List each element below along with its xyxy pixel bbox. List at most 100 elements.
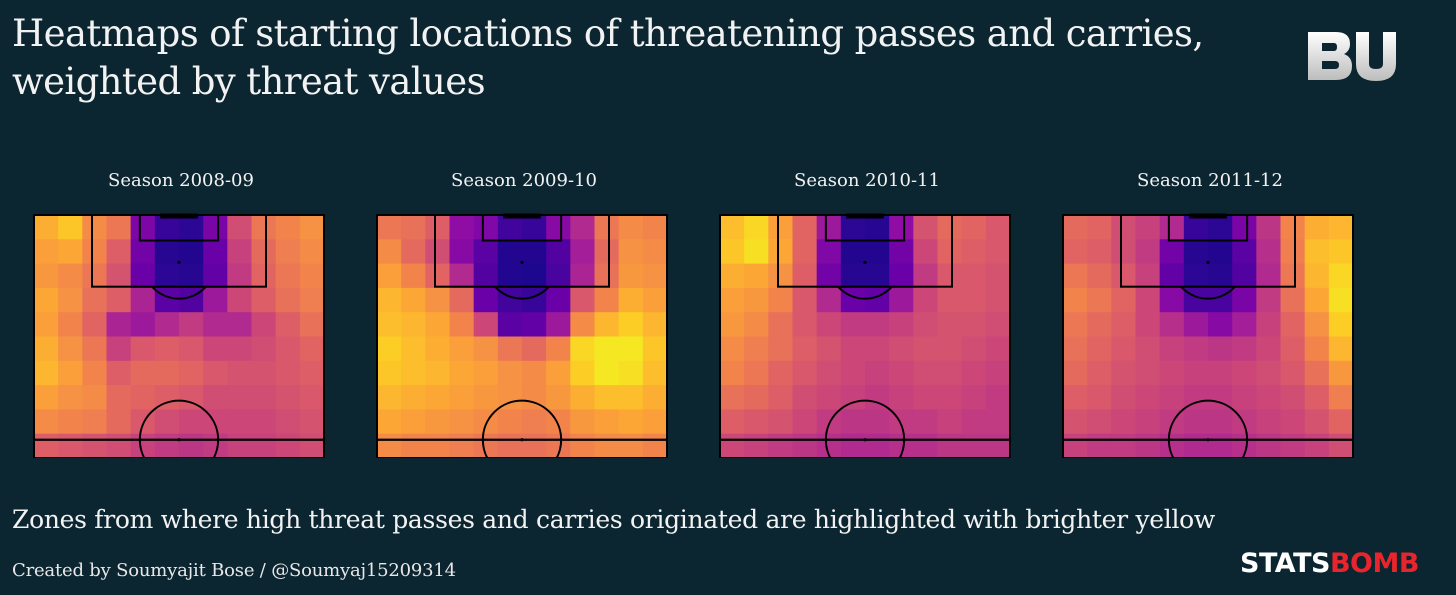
heatmap-cell-3-r6-c6 xyxy=(865,360,890,386)
heatmap-cell-4-r8-c8 xyxy=(1256,409,1282,435)
heatmap-cell-3-r3-c0 xyxy=(720,287,745,313)
heatmap-cell-4-r0-c8 xyxy=(1256,215,1282,240)
heatmap-cell-4-r7-c11 xyxy=(1328,385,1354,410)
heatmap-cell-3-r8-c10 xyxy=(961,409,987,435)
heatmap-cell-1-r4-c10 xyxy=(275,312,301,338)
heatmap-cell-4-r5-c10 xyxy=(1304,336,1330,362)
penalty-arc xyxy=(837,286,893,300)
heatmap-cell-2-r8-c5 xyxy=(497,409,523,435)
heatmap-cell-4-r0-c10 xyxy=(1304,215,1330,240)
heatmap-cell-2-r5-c2 xyxy=(425,336,451,362)
heatmap-cell-3-r2-c3 xyxy=(792,263,818,289)
heatmap-cell-1-r0-c4 xyxy=(130,215,156,240)
heatmap-cell-4-r6-c5 xyxy=(1183,360,1209,386)
heatmap-cell-1-r1-c8 xyxy=(227,239,253,265)
heatmap-cell-3-r1-c10 xyxy=(961,239,987,265)
heatmap-cell-4-r5-c11 xyxy=(1328,336,1354,362)
heatmap-cell-3-r9-c6 xyxy=(865,433,890,458)
heatmap-cell-2-r2-c8 xyxy=(570,263,596,289)
heatmap-cell-4-r1-c2 xyxy=(1111,239,1137,265)
heatmap-cell-2-r8-c8 xyxy=(570,409,596,435)
heatmap-cell-1-r4-c5 xyxy=(154,312,180,338)
heatmap-cell-3-r6-c5 xyxy=(840,360,866,386)
heatmap-cell-1-r8-c4 xyxy=(130,409,156,435)
heatmap-cell-3-r4-c2 xyxy=(768,312,794,338)
heatmap-cell-3-r5-c2 xyxy=(768,336,794,362)
heatmap-cell-2-r8-c11 xyxy=(642,409,668,435)
heatmap-cell-2-r9-c9 xyxy=(594,433,620,458)
heatmap-cell-3-r2-c9 xyxy=(937,263,963,289)
heatmap-cell-2-r6-c2 xyxy=(425,360,451,386)
heatmap-cell-2-r7-c11 xyxy=(642,385,668,410)
heatmap-cell-4-r6-c9 xyxy=(1280,360,1306,386)
heatmap-cell-4-r0-c2 xyxy=(1111,215,1137,240)
heatmap-cell-4-r8-c2 xyxy=(1111,409,1137,435)
heatmap-cell-3-r4-c9 xyxy=(937,312,963,338)
heatmap-cell-2-r6-c5 xyxy=(497,360,523,386)
heatmap-cell-3-r1-c11 xyxy=(985,239,1011,265)
heatmap-cell-1-r8-c6 xyxy=(179,409,204,435)
heatmap-cell-4-r6-c4 xyxy=(1159,360,1185,386)
heatmap-cell-2-r5-c5 xyxy=(497,336,523,362)
heatmap-cell-2-r9-c0 xyxy=(377,433,402,458)
credit-text: Created by Soumyajit Bose / @Soumyaj1520… xyxy=(12,560,456,581)
heatmap-cell-2-r2-c9 xyxy=(594,263,620,289)
heatmap-cell-4-r0-c1 xyxy=(1087,215,1112,240)
heatmap-cell-3-r7-c7 xyxy=(889,385,914,410)
heatmap-cell-4-r9-c1 xyxy=(1087,433,1112,458)
heatmap-cell-3-r0-c8 xyxy=(913,215,939,240)
heatmap-cell-1-r9-c11 xyxy=(299,433,325,458)
heatmap-cell-3-r8-c3 xyxy=(792,409,818,435)
heatmap-cell-2-r6-c10 xyxy=(618,360,644,386)
heatmap-cell-3-r0-c6 xyxy=(865,215,890,240)
heatmap-cell-3-r4-c0 xyxy=(720,312,745,338)
heatmap-cell-2-r1-c9 xyxy=(594,239,620,265)
heatmap-cell-3-r4-c3 xyxy=(792,312,818,338)
heatmap-cell-2-r4-c8 xyxy=(570,312,596,338)
heatmap-cell-4-r1-c4 xyxy=(1159,239,1185,265)
heatmap-cell-2-r4-c10 xyxy=(618,312,644,338)
heatmap-cell-1-r7-c3 xyxy=(106,385,132,410)
panel-title-4: Season 2011-12 xyxy=(1137,170,1283,191)
heatmap-cell-3-r5-c9 xyxy=(937,336,963,362)
heatmap-cell-3-r2-c5 xyxy=(840,263,866,289)
heatmap-cell-4-r5-c6 xyxy=(1208,336,1233,362)
heatmap-cell-3-r9-c9 xyxy=(937,433,963,458)
heatmap-cell-1-r8-c0 xyxy=(34,409,59,435)
heatmap-cell-2-r8-c10 xyxy=(618,409,644,435)
heatmap-cell-4-r6-c7 xyxy=(1232,360,1257,386)
heatmap-cell-3-r5-c7 xyxy=(889,336,914,362)
heatmap-cell-2-r8-c6 xyxy=(522,409,547,435)
panel-title-3: Season 2010-11 xyxy=(794,170,940,191)
heatmap-cell-4-r4-c6 xyxy=(1208,312,1233,338)
heatmap-cell-3-r1-c0 xyxy=(720,239,745,265)
heatmap-cell-3-r8-c9 xyxy=(937,409,963,435)
heatmap-cell-4-r1-c10 xyxy=(1304,239,1330,265)
heatmap-cell-1-r6-c0 xyxy=(34,360,59,386)
heatmap-cell-2-r0-c1 xyxy=(401,215,426,240)
heatmap-cell-4-r0-c4 xyxy=(1159,215,1185,240)
heatmap-cell-1-r1-c11 xyxy=(299,239,325,265)
heatmap-cell-1-r8-c3 xyxy=(106,409,132,435)
chart-subtitle: Zones from where high threat passes and … xyxy=(12,505,1216,534)
heatmap-cell-3-r2-c11 xyxy=(985,263,1011,289)
heatmap-cell-1-r5-c6 xyxy=(179,336,204,362)
heatmap-cell-1-r4-c11 xyxy=(299,312,325,338)
heatmap-cell-4-r8-c10 xyxy=(1304,409,1330,435)
heatmap-cell-1-r7-c0 xyxy=(34,385,59,410)
heatmap-cell-1-r8-c5 xyxy=(154,409,180,435)
heatmap-cell-2-r1-c0 xyxy=(377,239,402,265)
heatmap-cell-1-r9-c0 xyxy=(34,433,59,458)
heatmap-cell-2-r0-c6 xyxy=(522,215,547,240)
heatmap-cell-1-r0-c0 xyxy=(34,215,59,240)
heatmap-cell-2-r2-c2 xyxy=(425,263,451,289)
heatmap-cell-1-r6-c10 xyxy=(275,360,301,386)
heatmap-cell-2-r7-c1 xyxy=(401,385,426,410)
heatmap-cell-2-r1-c10 xyxy=(618,239,644,265)
heatmap-cell-3-r4-c7 xyxy=(889,312,914,338)
heatmap-cell-1-r6-c5 xyxy=(154,360,180,386)
heatmap-cell-4-r9-c2 xyxy=(1111,433,1137,458)
heatmap-cell-2-r4-c2 xyxy=(425,312,451,338)
heatmap-cell-2-r7-c7 xyxy=(546,385,571,410)
heatmap-cell-2-r3-c11 xyxy=(642,287,668,313)
